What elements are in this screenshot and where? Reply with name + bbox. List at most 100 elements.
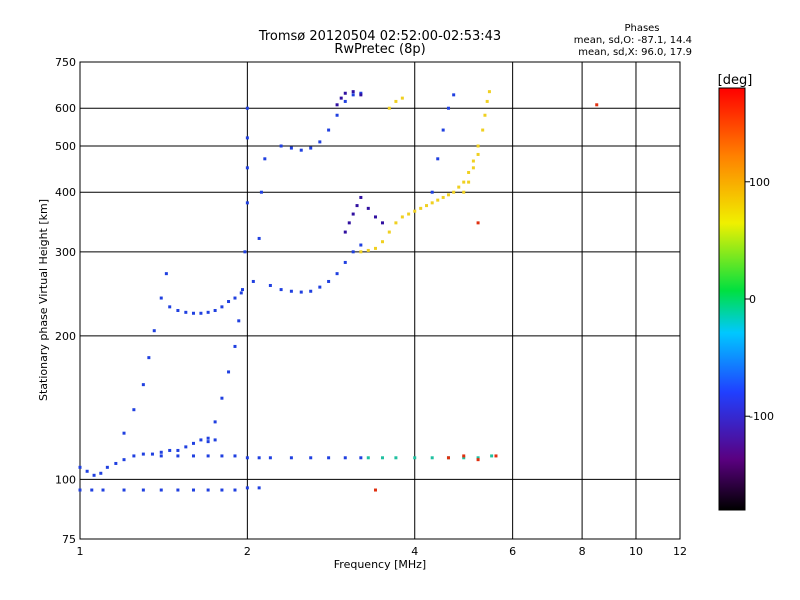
data-point bbox=[206, 436, 210, 440]
data-points bbox=[78, 90, 599, 492]
data-point bbox=[467, 170, 471, 174]
y-tick-label: 100 bbox=[55, 473, 76, 486]
data-point bbox=[441, 128, 445, 132]
data-point bbox=[343, 456, 347, 460]
data-point bbox=[257, 486, 261, 490]
data-point bbox=[309, 289, 313, 293]
data-point bbox=[457, 185, 461, 189]
x-tick-label: 6 bbox=[509, 545, 516, 558]
data-point bbox=[206, 488, 210, 492]
data-point bbox=[462, 180, 466, 184]
y-axis-ticks: 75 100 200 300 400 500 600 750 bbox=[55, 56, 76, 546]
data-point bbox=[387, 230, 391, 234]
data-point bbox=[394, 221, 398, 225]
phases-title: Phases bbox=[624, 23, 659, 34]
data-point bbox=[141, 452, 145, 456]
data-point bbox=[132, 408, 136, 412]
data-point bbox=[152, 329, 156, 333]
y-tick-label: 400 bbox=[55, 186, 76, 199]
data-point bbox=[441, 195, 445, 199]
data-point bbox=[394, 456, 398, 460]
data-point bbox=[366, 248, 370, 252]
data-point bbox=[150, 452, 154, 456]
data-point bbox=[191, 441, 195, 445]
data-point bbox=[268, 283, 272, 287]
data-point bbox=[245, 166, 249, 170]
data-point bbox=[373, 488, 377, 492]
data-point bbox=[245, 201, 249, 205]
data-point bbox=[359, 91, 363, 95]
data-point bbox=[245, 456, 249, 460]
data-point bbox=[400, 96, 404, 100]
data-point bbox=[227, 300, 231, 304]
data-point bbox=[233, 344, 237, 348]
data-point bbox=[92, 473, 96, 477]
x-tick-label: 1 bbox=[77, 545, 84, 558]
data-point bbox=[318, 285, 322, 289]
colorbar-tick-label: 0 bbox=[749, 293, 756, 306]
data-point bbox=[168, 448, 172, 452]
data-point bbox=[359, 250, 363, 254]
data-point bbox=[220, 305, 224, 309]
data-point bbox=[476, 458, 480, 462]
data-point bbox=[351, 90, 355, 94]
data-point bbox=[462, 456, 466, 460]
data-point bbox=[233, 488, 237, 492]
data-point bbox=[327, 128, 331, 132]
data-point bbox=[476, 221, 480, 225]
data-point bbox=[245, 136, 249, 140]
data-point bbox=[380, 240, 384, 244]
data-point bbox=[335, 103, 339, 107]
data-point bbox=[78, 465, 82, 469]
data-point bbox=[494, 454, 498, 458]
data-point bbox=[240, 288, 244, 292]
data-point bbox=[490, 454, 494, 458]
phases-line-o: mean, sd,O: -87.1, 14.4 bbox=[574, 35, 692, 46]
data-point bbox=[141, 488, 145, 492]
x-tick-label: 2 bbox=[244, 545, 251, 558]
data-point bbox=[425, 204, 429, 208]
colorbar-tick-label: 100 bbox=[749, 176, 770, 189]
data-point bbox=[394, 99, 398, 103]
data-point bbox=[279, 144, 283, 148]
data-point bbox=[343, 230, 347, 234]
data-point bbox=[343, 99, 347, 103]
data-point bbox=[430, 456, 434, 460]
data-point bbox=[132, 454, 136, 458]
data-point bbox=[485, 99, 489, 103]
data-point bbox=[471, 166, 475, 170]
data-point bbox=[339, 96, 343, 100]
data-point bbox=[299, 148, 303, 152]
plot-area bbox=[79, 61, 681, 540]
data-point bbox=[289, 456, 293, 460]
data-point bbox=[263, 157, 267, 161]
x-axis-ticks: 1 2 4 6 8 10 12 bbox=[77, 545, 688, 558]
y-tick-label: 750 bbox=[55, 56, 76, 69]
data-point bbox=[114, 461, 118, 465]
data-point bbox=[413, 456, 417, 460]
data-point bbox=[476, 456, 480, 460]
y-tick-label: 300 bbox=[55, 246, 76, 259]
data-point bbox=[122, 488, 126, 492]
data-point bbox=[191, 488, 195, 492]
data-point bbox=[239, 291, 243, 295]
data-point bbox=[122, 458, 126, 462]
data-point bbox=[335, 272, 339, 276]
data-point bbox=[99, 471, 103, 475]
data-point bbox=[191, 454, 195, 458]
data-point bbox=[446, 193, 450, 197]
x-tick-label: 10 bbox=[629, 545, 643, 558]
data-point bbox=[101, 488, 105, 492]
data-point bbox=[452, 93, 456, 97]
data-point bbox=[335, 113, 339, 117]
data-point bbox=[220, 396, 224, 400]
data-point bbox=[78, 488, 82, 492]
data-point bbox=[220, 488, 224, 492]
data-point bbox=[446, 106, 450, 110]
data-point bbox=[206, 310, 210, 314]
data-point bbox=[309, 146, 313, 150]
data-point bbox=[257, 456, 261, 460]
data-point bbox=[380, 456, 384, 460]
data-point bbox=[467, 180, 471, 184]
data-point bbox=[452, 190, 456, 194]
